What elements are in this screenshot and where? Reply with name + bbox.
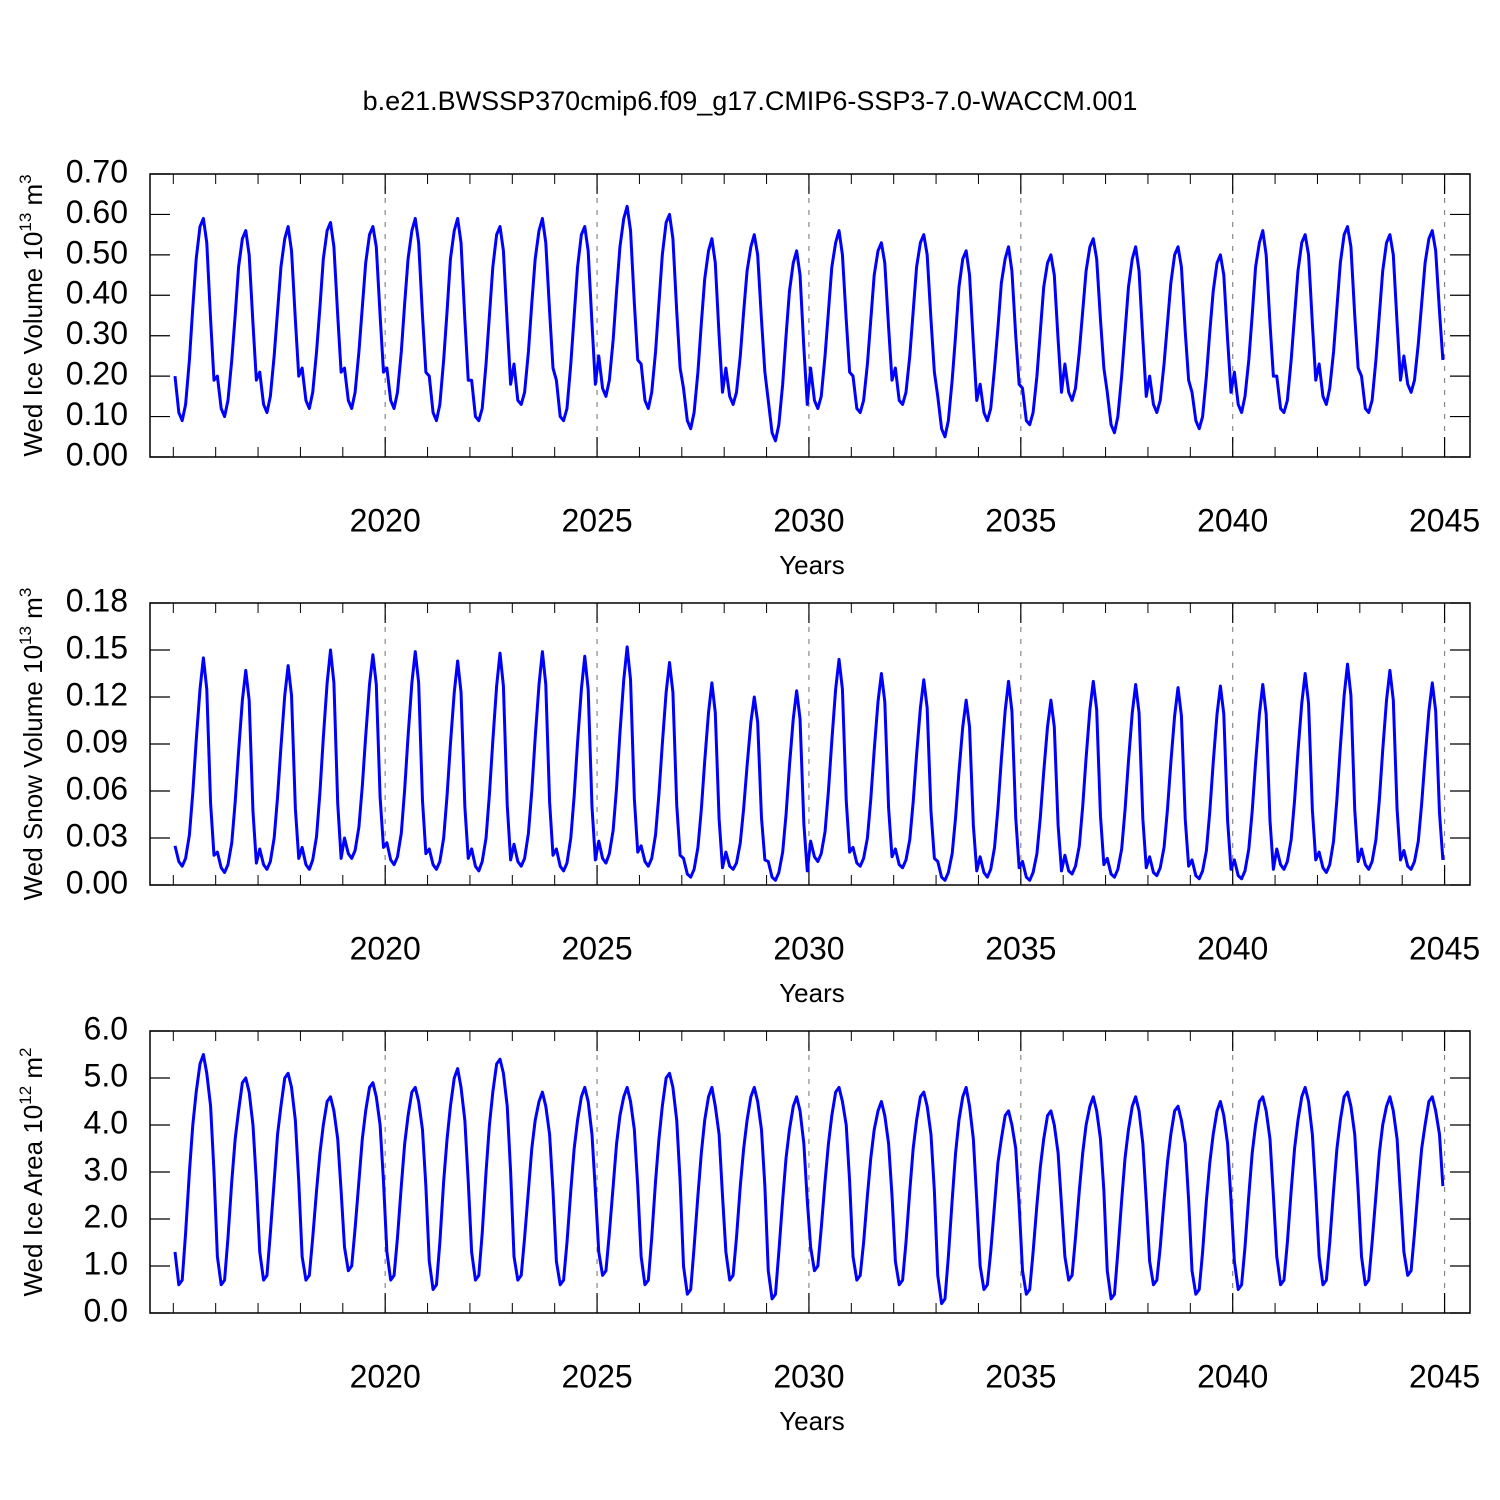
y-tick-label: 5.0 bbox=[84, 1057, 128, 1093]
x-tick-label: 2020 bbox=[350, 502, 421, 538]
y-tick-label: 0.20 bbox=[66, 356, 128, 392]
y-axis-label-part: Wed Ice Area 10 bbox=[18, 1105, 48, 1297]
y-axis-label-part: Wed Ice Volume 10 bbox=[18, 232, 48, 457]
chart-title: b.e21.BWSSP370cmip6.f09_g17.CMIP6-SSP3-7… bbox=[363, 86, 1138, 116]
x-tick-label: 2025 bbox=[561, 930, 632, 966]
plot-frame bbox=[149, 602, 1471, 886]
x-tick-label: 2030 bbox=[773, 1358, 844, 1394]
x-tick-label: 2030 bbox=[773, 502, 844, 538]
x-tick-label: 2025 bbox=[561, 502, 632, 538]
x-tick-label: 2030 bbox=[773, 930, 844, 966]
x-axis-label: Years bbox=[779, 978, 845, 1008]
y-tick-label: 0.00 bbox=[66, 864, 128, 900]
y-axis-label-exponent: 2 bbox=[16, 1047, 35, 1056]
y-tick-label: 3.0 bbox=[84, 1151, 128, 1187]
y-axis-label-part: m bbox=[18, 184, 48, 213]
y-axis-label: Wed Snow Volume 1013 m3 bbox=[16, 588, 48, 901]
y-tick-label: 4.0 bbox=[84, 1104, 128, 1140]
y-tick-label: 0.0 bbox=[84, 1292, 128, 1328]
y-tick-label: 0.18 bbox=[66, 582, 128, 618]
y-tick-label: 0.60 bbox=[66, 194, 128, 230]
y-axis-label: Wed Ice Area 1012 m2 bbox=[16, 1047, 48, 1296]
x-tick-label: 2035 bbox=[985, 1358, 1056, 1394]
plot-frame bbox=[149, 173, 1471, 458]
x-tick-label: 2045 bbox=[1409, 930, 1480, 966]
y-tick-label: 0.10 bbox=[66, 396, 128, 432]
y-tick-label: 0.30 bbox=[66, 315, 128, 351]
x-tick-label: 2040 bbox=[1197, 930, 1268, 966]
y-axis-label-exponent: 13 bbox=[16, 213, 35, 232]
y-tick-label: 0.06 bbox=[66, 770, 128, 806]
y-tick-label: 0.00 bbox=[66, 436, 128, 472]
y-axis-label-part: m bbox=[18, 1057, 48, 1086]
y-tick-label: 0.03 bbox=[66, 817, 128, 853]
y-tick-label: 0.09 bbox=[66, 723, 128, 759]
y-tick-label: 0.50 bbox=[66, 234, 128, 270]
y-tick-label: 6.0 bbox=[84, 1010, 128, 1046]
y-tick-label: 0.40 bbox=[66, 275, 128, 311]
x-axis-label: Years bbox=[779, 1406, 845, 1436]
x-tick-label: 2035 bbox=[985, 930, 1056, 966]
x-tick-label: 2020 bbox=[350, 930, 421, 966]
x-axis-label: Years bbox=[779, 550, 845, 580]
y-axis-label-part: Wed Snow Volume 10 bbox=[18, 645, 48, 900]
y-axis-label-exponent: 12 bbox=[16, 1086, 35, 1105]
y-tick-label: 0.70 bbox=[66, 153, 128, 189]
y-axis-label-exponent: 13 bbox=[16, 626, 35, 645]
x-tick-label: 2040 bbox=[1197, 502, 1268, 538]
plot-frame bbox=[149, 1030, 1471, 1314]
x-tick-label: 2045 bbox=[1409, 1358, 1480, 1394]
y-axis-label-exponent: 3 bbox=[16, 174, 35, 183]
x-tick-label: 2035 bbox=[985, 502, 1056, 538]
data-line bbox=[173, 1053, 1445, 1306]
y-tick-label: 2.0 bbox=[84, 1198, 128, 1234]
x-tick-label: 2045 bbox=[1409, 502, 1480, 538]
y-axis-label-part: m bbox=[18, 597, 48, 626]
data-line bbox=[173, 645, 1445, 882]
x-tick-label: 2020 bbox=[350, 1358, 421, 1394]
y-tick-label: 0.15 bbox=[66, 629, 128, 665]
x-tick-label: 2040 bbox=[1197, 1358, 1268, 1394]
data-line bbox=[173, 204, 1445, 443]
y-tick-label: 0.12 bbox=[66, 676, 128, 712]
y-tick-label: 1.0 bbox=[84, 1245, 128, 1281]
y-axis-label: Wed Ice Volume 1013 m3 bbox=[16, 174, 48, 456]
y-axis-label-exponent: 3 bbox=[16, 588, 35, 597]
x-tick-label: 2025 bbox=[561, 1358, 632, 1394]
